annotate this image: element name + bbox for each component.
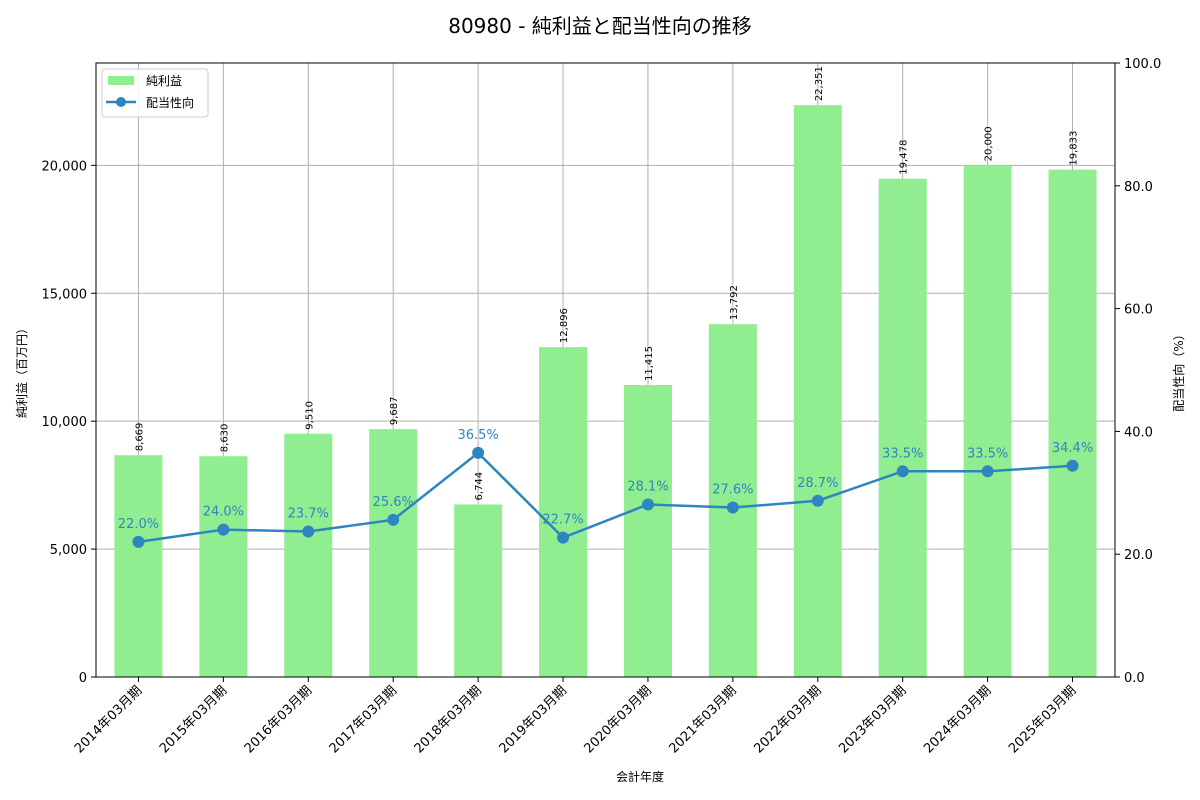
point-value-label: 25.6% xyxy=(373,495,414,510)
grid xyxy=(96,63,1115,677)
point-value-label: 33.5% xyxy=(882,446,923,461)
line-marker xyxy=(981,465,994,478)
line-marker xyxy=(132,535,145,548)
bar xyxy=(284,433,333,677)
bar-value-label: 11,415 xyxy=(644,346,655,381)
x-tick-label: 2018年03月期 xyxy=(412,683,485,756)
bar xyxy=(1048,169,1097,677)
legend-bar-swatch xyxy=(108,76,134,85)
x-tick-label: 2015年03月期 xyxy=(157,683,230,756)
bar-value-label: 20,000 xyxy=(984,126,995,161)
x-tick-label: 2019年03月期 xyxy=(497,683,570,756)
line-marker xyxy=(641,498,654,511)
right-tick-label: 100.0 xyxy=(1124,57,1161,72)
x-axis-label: 会計年度 xyxy=(616,769,664,784)
payout-line xyxy=(138,451,1073,544)
bar-value-label: 19,833 xyxy=(1069,131,1080,166)
left-tick-label: 0 xyxy=(79,671,87,686)
x-tick-label: 2021年03月期 xyxy=(666,683,739,756)
plot-frame xyxy=(95,62,1116,678)
right-axis-label: 配当性向（%） xyxy=(1171,328,1186,411)
bar-value-label: 13,792 xyxy=(729,285,740,320)
line-series-payout-ratio: 22.0% 24.0% 23.7% 25.6% 36.5% 22.7% 28.1% 27.6%… xyxy=(118,428,1093,548)
point-value-label: 33.5% xyxy=(967,446,1008,461)
bar-value-label: 8,630 xyxy=(219,424,230,453)
line-marker xyxy=(302,525,315,538)
point-value-label: 27.6% xyxy=(712,483,753,498)
bar-value-label: 9,510 xyxy=(304,401,315,430)
bar xyxy=(963,165,1012,678)
bar xyxy=(793,105,842,678)
bar xyxy=(708,324,757,677)
line-marker xyxy=(896,465,909,478)
line-marker xyxy=(726,501,739,514)
right-tick-label: 80.0 xyxy=(1124,180,1153,195)
legend-label-net-income: 純利益 xyxy=(146,74,182,88)
bar-series-net-income xyxy=(114,105,1097,678)
line-marker xyxy=(217,523,230,536)
legend: 純利益 配当性向 xyxy=(101,68,209,118)
point-value-label: 28.7% xyxy=(797,476,838,491)
x-tick-label: 2024年03月期 xyxy=(921,683,994,756)
right-tick-label: 60.0 xyxy=(1124,303,1153,318)
bar xyxy=(539,347,588,677)
left-tick-label: 5,000 xyxy=(50,543,87,558)
bar-value-label: 12,896 xyxy=(559,308,570,343)
x-tick-label: 2023年03月期 xyxy=(836,683,909,756)
line-marker xyxy=(811,494,824,507)
point-value-label: 22.7% xyxy=(542,513,583,528)
bar xyxy=(454,504,503,677)
bar-value-label: 22,351 xyxy=(814,66,825,101)
right-tick-label: 20.0 xyxy=(1124,548,1153,563)
line-marker xyxy=(387,513,400,526)
x-tick-label: 2014年03月期 xyxy=(72,683,145,756)
legend-label-payout-ratio: 配当性向 xyxy=(146,95,194,110)
x-axis-ticks: 2014年03月期 2015年03月期 2016年03月期 2017年03月期 2018… xyxy=(72,677,1079,757)
line-marker xyxy=(557,531,570,544)
point-value-label: 34.4% xyxy=(1052,441,1093,456)
bar-value-label: 8,669 xyxy=(134,423,145,452)
left-axis-ticks: 0 5,000 10,000 15,000 20,000 xyxy=(42,159,96,686)
point-value-label: 28.1% xyxy=(627,479,668,494)
x-tick-label: 2016年03月期 xyxy=(242,683,315,756)
bar xyxy=(878,178,927,677)
right-axis-ticks: 0.0 20.0 40.0 60.0 80.0 100.0 xyxy=(1115,57,1161,686)
bar-value-label: 9,687 xyxy=(389,397,400,426)
bar-value-labels: 8,669 8,630 9,510 9,687 6,744 12,896 11,415 13,… xyxy=(134,66,1079,500)
left-axis-label: 純利益（百万円） xyxy=(15,322,29,418)
point-value-label: 36.5% xyxy=(457,428,498,443)
left-tick-label: 15,000 xyxy=(42,287,88,302)
bar-value-label: 19,478 xyxy=(899,140,910,175)
x-tick-label: 2017年03月期 xyxy=(327,683,400,756)
bar xyxy=(114,455,163,677)
point-value-label: 24.0% xyxy=(203,505,244,520)
bar-value-label: 6,744 xyxy=(474,472,485,501)
bar xyxy=(199,456,248,677)
point-value-label: 23.7% xyxy=(288,506,329,521)
right-tick-label: 0.0 xyxy=(1124,671,1145,686)
x-tick-label: 2025年03月期 xyxy=(1006,683,1079,756)
line-marker xyxy=(1066,459,1079,472)
line-marker xyxy=(472,446,485,459)
point-value-label: 22.0% xyxy=(118,517,159,532)
x-tick-label: 2022年03月期 xyxy=(751,683,824,756)
right-tick-label: 40.0 xyxy=(1124,425,1153,440)
left-tick-label: 10,000 xyxy=(42,415,88,430)
bar xyxy=(623,384,672,677)
legend-marker-icon xyxy=(116,97,126,107)
chart-title: 80980 - 純利益と配当性向の推移 xyxy=(448,14,752,38)
bar xyxy=(369,429,418,677)
x-tick-label: 2020年03月期 xyxy=(582,683,655,756)
left-tick-label: 20,000 xyxy=(42,159,88,174)
